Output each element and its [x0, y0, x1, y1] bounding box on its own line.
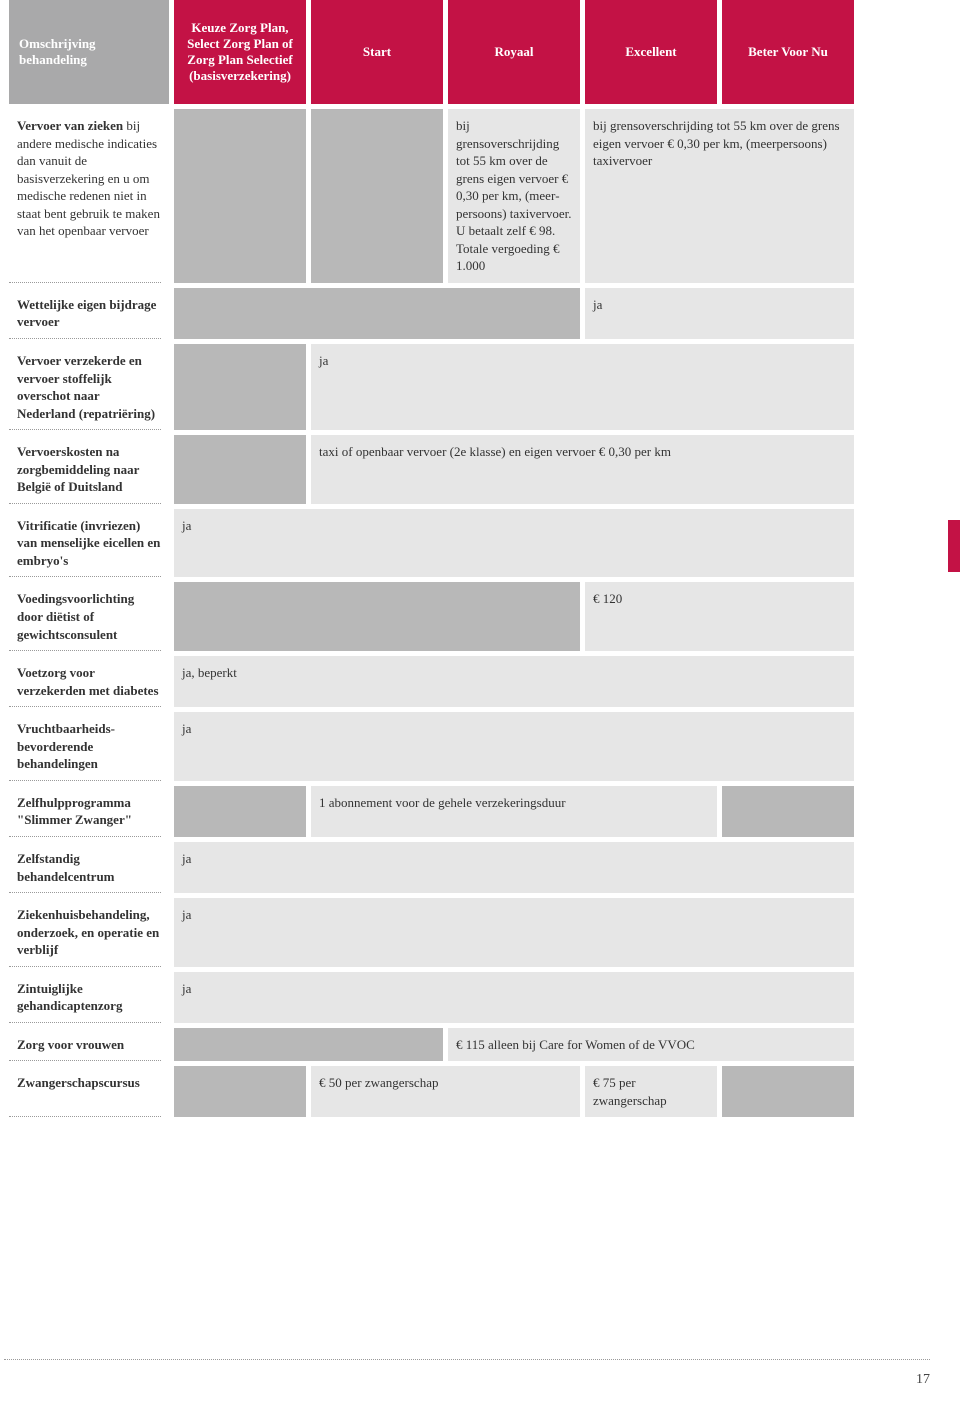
- cell-c45: € 120: [585, 582, 854, 651]
- table-row: Voetzorg voor verzekerden met diabetes j…: [9, 656, 854, 707]
- cell-c5: [722, 786, 854, 837]
- cell-c1: [174, 344, 306, 430]
- row-desc: Vruchtbaarheids­bevorderende behandeling…: [9, 712, 169, 781]
- table-row: Zwangerschapscursus € 50 per zwangerscha…: [9, 1066, 854, 1117]
- table-row: Vervoer verzekerde en vervoer stoffelijk…: [9, 344, 854, 430]
- row-desc: Vervoer van zieken bij andere medische i…: [9, 109, 169, 283]
- cell-c23: € 50 per zwangerschap: [311, 1066, 580, 1117]
- footer-dotted-line: [4, 1359, 930, 1360]
- cell-c3: bij grensoverschrijding tot 55 km over d…: [448, 109, 580, 283]
- cell-c12345: ja: [174, 712, 854, 781]
- row-desc: Zorg voor vrouwen: [9, 1028, 169, 1062]
- table-row: Ziekenhuisbehandeling, onderzoek, en ope…: [9, 898, 854, 967]
- col-header-start: Start: [311, 0, 443, 104]
- cell-c123: [174, 288, 580, 339]
- table-row: Voedingsvoorlichting door diëtist of gew…: [9, 582, 854, 651]
- cell-c123: [174, 582, 580, 651]
- cell-c2345: ja: [311, 344, 854, 430]
- col-header-basis: Keuze Zorg Plan, Select Zorg Plan of Zor…: [174, 0, 306, 104]
- row-desc: Vervoer verzekerde en vervoer stoffelijk…: [9, 344, 169, 430]
- cell-c5: [722, 1066, 854, 1117]
- row-desc: Zintuiglijke gehandicaptenzorg: [9, 972, 169, 1023]
- cell-c2345: taxi of openbaar vervoer (2e klasse) en …: [311, 435, 854, 504]
- cell-c234: 1 abonnement voor de gehele verzekerings…: [311, 786, 717, 837]
- cell-c4: € 75 per zwangerschap: [585, 1066, 717, 1117]
- col-header-excellent: Excellent: [585, 0, 717, 104]
- cell-c1: [174, 1066, 306, 1117]
- table-row: Vervoer van zieken bij andere medische i…: [9, 109, 854, 283]
- cell-c1: [174, 435, 306, 504]
- table-row: Zorg voor vrouwen € 115 alleen bij Care …: [9, 1028, 854, 1062]
- cell-c12345: ja: [174, 509, 854, 578]
- page: Omschrijving behandeling Keuze Zorg Plan…: [0, 0, 960, 1410]
- cell-c45: ja: [585, 288, 854, 339]
- col-header-description: Omschrijving behandeling: [9, 0, 169, 104]
- row-desc-rest: bij andere medische indicaties dan vanui…: [17, 118, 160, 238]
- cell-c45: bij grensoverschrijding tot 55 km over d…: [585, 109, 854, 283]
- cell-c12345: ja: [174, 972, 854, 1023]
- row-desc: Ziekenhuisbehandeling, onderzoek, en ope…: [9, 898, 169, 967]
- cell-c1: [174, 109, 306, 283]
- row-desc: Wettelijke eigen bijdrage vervoer: [9, 288, 169, 339]
- row-desc: Zelfhulpprogramma "Slimmer Zwanger": [9, 786, 169, 837]
- table-row: Zintuiglijke gehandicaptenzorg ja: [9, 972, 854, 1023]
- cell-c345: € 115 alleen bij Care for Women of de VV…: [448, 1028, 854, 1062]
- table-row: Zelfhulpprogramma "Slimmer Zwanger" 1 ab…: [9, 786, 854, 837]
- row-desc: Vitrificatie (invriezen) van menselijke …: [9, 509, 169, 578]
- side-tab: [948, 520, 960, 572]
- col-header-royaal: Royaal: [448, 0, 580, 104]
- row-desc-bold: Vervoer van zieken: [17, 118, 123, 133]
- row-desc: Voetzorg voor verzekerden met diabetes: [9, 656, 169, 707]
- cell-c2: [311, 109, 443, 283]
- col-header-betervoornu: Beter Voor Nu: [722, 0, 854, 104]
- cell-c12345: ja: [174, 842, 854, 893]
- table-row: Vervoerskosten na zorgbemiddeling naar B…: [9, 435, 854, 504]
- row-desc: Voedingsvoorlichting door diëtist of gew…: [9, 582, 169, 651]
- table-row: Zelfstandig behandelcentrum ja: [9, 842, 854, 893]
- table-row: Vitrificatie (invriezen) van menselijke …: [9, 509, 854, 578]
- cell-c12: [174, 1028, 443, 1062]
- row-desc: Zelfstandig behandelcentrum: [9, 842, 169, 893]
- cell-c1: [174, 786, 306, 837]
- cell-c12345: ja, beperkt: [174, 656, 854, 707]
- page-number: 17: [916, 1372, 930, 1388]
- row-desc: Zwangerschapscursus: [9, 1066, 169, 1117]
- cell-c12345: ja: [174, 898, 854, 967]
- benefits-table: Omschrijving behandeling Keuze Zorg Plan…: [4, 0, 859, 1117]
- table-row: Wettelijke eigen bijdrage vervoer ja: [9, 288, 854, 339]
- row-desc: Vervoerskosten na zorgbemiddeling naar B…: [9, 435, 169, 504]
- table-header-row: Omschrijving behandeling Keuze Zorg Plan…: [9, 0, 854, 104]
- table-row: Vruchtbaarheids­bevorderende behandeling…: [9, 712, 854, 781]
